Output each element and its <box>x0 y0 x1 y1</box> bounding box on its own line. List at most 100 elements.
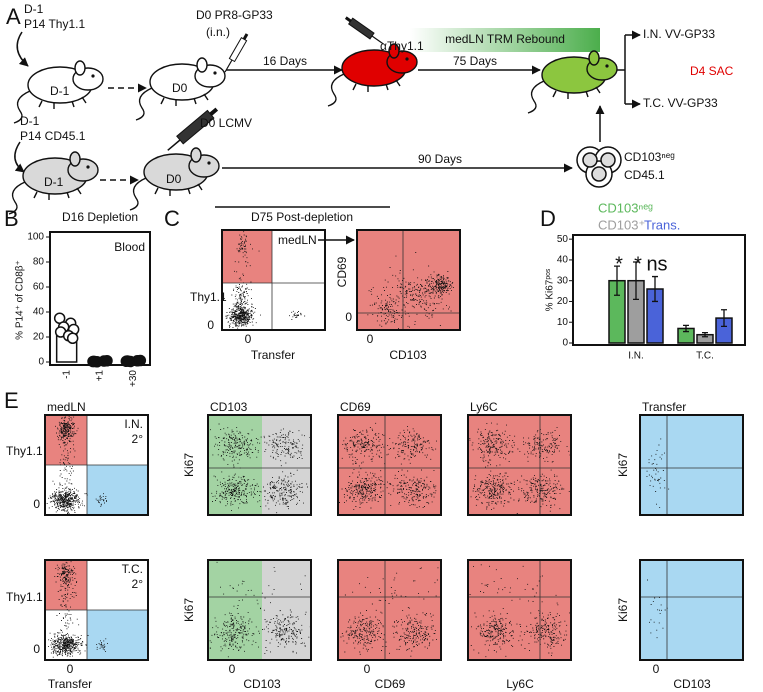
mouse-legs <box>160 93 209 106</box>
mouse-tail <box>13 90 31 124</box>
label: D-1 <box>24 2 44 16</box>
y-axis-label: Ki67 <box>616 453 630 477</box>
event-dots <box>223 231 306 329</box>
panel-label: C <box>164 206 180 231</box>
gate-region <box>640 560 743 660</box>
annotation: Blood <box>114 240 145 254</box>
x-axis-label: CD69 <box>375 677 406 691</box>
panel-label: B <box>4 206 19 231</box>
plot-frame <box>337 559 442 661</box>
row-label: 2° <box>132 432 144 446</box>
label: αThy1.1 <box>380 39 424 53</box>
mouse-ear <box>196 57 208 73</box>
gate-region <box>208 415 262 515</box>
label: P14 Thy1.1 <box>24 17 85 31</box>
x-tick-label: I.N. <box>628 351 644 362</box>
gate-region <box>87 465 148 515</box>
row-label: 2° <box>132 577 144 591</box>
y-tick-label: 80 <box>33 257 45 268</box>
y-tick-label: 20 <box>557 296 569 307</box>
mouse-legs <box>352 79 401 92</box>
gate-region <box>640 415 743 515</box>
mouse <box>13 60 104 124</box>
y-tick-label: 0 <box>33 642 40 656</box>
y-axis-label: Thy1.1 <box>190 290 227 304</box>
syringe <box>167 107 219 151</box>
plot-frame <box>467 559 572 661</box>
y-tick-label: 10 <box>557 317 569 328</box>
x-axis-label: Ly6C <box>506 677 534 691</box>
plot-frame <box>44 559 149 661</box>
mouse-ear <box>190 147 202 163</box>
x-axis-label: CD103 <box>673 677 711 691</box>
plot-frame <box>337 414 442 516</box>
panel-label: D <box>540 206 556 231</box>
event-dots <box>339 422 437 510</box>
y-tick-label: 0 <box>33 497 40 511</box>
column-title: Transfer <box>642 400 686 414</box>
mouse <box>129 147 220 211</box>
gate-region <box>338 560 441 660</box>
x-tick-label: 0 <box>653 662 660 676</box>
legend-label: CD103⁺ <box>598 217 645 232</box>
panel-label: E <box>4 388 19 413</box>
plot-frame <box>207 559 312 661</box>
flow-plots <box>44 229 744 661</box>
y-axis-label: Thy1.1 <box>6 444 43 458</box>
x-tick-label: 0 <box>367 332 374 346</box>
rebound-box <box>410 28 600 52</box>
column-title: CD69 <box>340 400 371 414</box>
plot-frame <box>44 414 149 516</box>
legend-label: Trans. <box>644 217 680 232</box>
y-axis-label: CD69 <box>335 256 349 287</box>
y-axis-label: Ki67 <box>182 598 196 622</box>
shapes <box>8 16 641 245</box>
y-axis-label: Ki67 <box>616 598 630 622</box>
label: D0 PR8-GP33 <box>196 8 273 22</box>
mouse-eye <box>91 74 95 78</box>
x-tick-label: +30 <box>128 370 139 387</box>
plot-frame <box>221 229 326 331</box>
panel-title: D75 Post-depletion <box>251 210 353 224</box>
y-tick-label: 40 <box>557 255 569 266</box>
event-dots <box>469 564 571 658</box>
legend-label: CD103ⁿᵉᵍ <box>598 200 653 215</box>
event-dots <box>367 252 454 330</box>
y-tick-label: 40 <box>33 307 45 318</box>
x-tick-label: 0 <box>229 662 236 676</box>
y-axis-label: Ki67 <box>182 453 196 477</box>
y-axis-label: % P14⁺ of CD8β⁺ <box>15 260 26 340</box>
plot-frame <box>639 414 744 516</box>
error-bar <box>614 265 620 296</box>
label: CD45.1 <box>624 168 665 182</box>
label: T.C. VV-GP33 <box>643 96 718 110</box>
plot-frame <box>467 414 572 516</box>
mouse-eye <box>86 165 90 169</box>
annotation: * <box>615 253 623 275</box>
y-tick-label: 0 <box>207 318 214 332</box>
y-tick-label: 0 <box>38 357 44 368</box>
y-axis-label: % Ki67ᵖᵒˢ <box>545 268 556 311</box>
column-title: medLN <box>47 400 86 414</box>
event-dots <box>209 561 311 658</box>
syringe <box>344 16 384 45</box>
interval: 16 Days <box>263 54 307 68</box>
event-dots <box>46 416 107 514</box>
gate-region <box>208 560 262 660</box>
error-bar <box>652 275 658 303</box>
x-axis-label: CD103 <box>389 348 427 362</box>
arrow <box>16 31 29 67</box>
mouse-ear <box>388 43 400 59</box>
mouse-label: D-1 <box>50 84 70 98</box>
x-tick-label: +1 <box>95 370 106 382</box>
chart-title: D16 Depletion <box>62 210 138 224</box>
event-dots <box>210 423 311 514</box>
event-dots <box>340 567 439 657</box>
column-title: CD103 <box>210 400 248 414</box>
event-dots <box>647 579 668 639</box>
y-tick-label: 100 <box>27 232 44 243</box>
mouse <box>8 151 99 215</box>
gate-region <box>468 560 571 660</box>
gate-region <box>468 415 571 515</box>
